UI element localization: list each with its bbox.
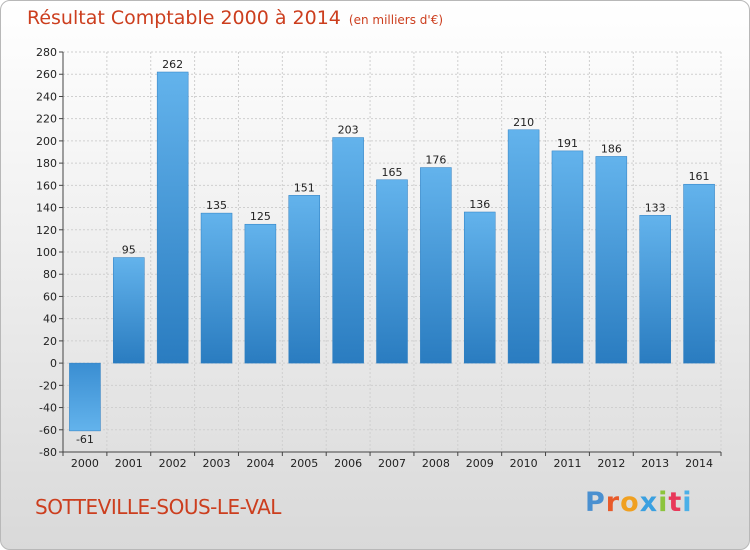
bar xyxy=(507,129,540,364)
y-tick-label: 40 xyxy=(43,313,57,326)
bar xyxy=(244,223,277,364)
x-tick-label: 2010 xyxy=(510,457,538,470)
chart-title-text: Résultat Comptable 2000 à 2014 xyxy=(27,7,341,29)
y-tick-label: 280 xyxy=(36,46,57,59)
y-tick-label: -40 xyxy=(39,402,57,415)
x-tick-label: 2004 xyxy=(246,457,274,470)
y-tick-label: 120 xyxy=(36,224,57,237)
logo-letter: o xyxy=(620,487,640,518)
x-tick-label: 2013 xyxy=(641,457,669,470)
data-label: 191 xyxy=(557,137,578,150)
data-label: 186 xyxy=(601,142,622,155)
bar xyxy=(551,150,584,364)
bar xyxy=(113,257,145,364)
y-tick-label: 180 xyxy=(36,157,57,170)
bar xyxy=(332,137,364,364)
y-tick-label: 60 xyxy=(43,290,57,303)
y-tick-label: 260 xyxy=(36,68,57,81)
data-label: 135 xyxy=(206,199,227,212)
x-tick-label: 2002 xyxy=(159,457,187,470)
y-tick-label: 220 xyxy=(36,113,57,126)
data-label: 262 xyxy=(162,58,183,71)
y-tick-label: 140 xyxy=(36,202,57,215)
axes: -80-60-40-200204060801001201401601802002… xyxy=(36,46,722,470)
logo-letter: P xyxy=(585,487,606,518)
data-label: 125 xyxy=(250,210,271,223)
logo-letter: t xyxy=(668,487,683,518)
data-labels: -61 95 262 135 125 151 203 165 176 136 210 191 186 13… xyxy=(76,58,710,446)
y-tick-label: 20 xyxy=(43,335,57,348)
data-label: 133 xyxy=(645,201,666,214)
x-tick-label: 2000 xyxy=(71,457,99,470)
y-tick-label: -20 xyxy=(39,379,57,392)
x-tick-label: 2003 xyxy=(203,457,231,470)
bar xyxy=(156,71,189,364)
y-tick-label: 240 xyxy=(36,90,57,103)
chart-title: Résultat Comptable 2000 à 2014 (en millie… xyxy=(27,7,443,29)
bar xyxy=(200,212,233,364)
y-tick-label: -60 xyxy=(39,424,57,437)
data-label: 176 xyxy=(425,154,446,167)
x-tick-label: 2008 xyxy=(422,457,450,470)
x-tick-label: 2009 xyxy=(466,457,494,470)
x-tick-label: 2012 xyxy=(597,457,625,470)
y-tick-label: 100 xyxy=(36,246,57,259)
chart-unit: (en milliers d'€) xyxy=(348,13,444,27)
data-label: 151 xyxy=(294,181,315,194)
x-tick-label: 2001 xyxy=(115,457,143,470)
y-tick-label: 0 xyxy=(50,357,57,370)
x-tick-label: 2014 xyxy=(685,457,713,470)
bar xyxy=(420,167,452,364)
y-tick-label: 160 xyxy=(36,179,57,192)
y-tick-label: -80 xyxy=(39,446,57,459)
y-tick-label: 200 xyxy=(36,135,57,148)
bar xyxy=(683,183,715,364)
x-tick-label: 2007 xyxy=(378,457,406,470)
data-label: 203 xyxy=(338,124,359,137)
proxiti-logo: Proxiti xyxy=(585,487,693,518)
bar xyxy=(69,362,101,432)
data-label: 136 xyxy=(469,198,490,211)
bar xyxy=(595,156,628,364)
data-label: -61 xyxy=(76,433,94,446)
bar xyxy=(639,215,671,364)
bars xyxy=(69,71,715,432)
bar xyxy=(463,211,496,364)
logo-letter: i xyxy=(682,487,693,518)
x-tick-label: 2006 xyxy=(334,457,362,470)
logo-letter: r xyxy=(605,487,621,518)
x-tick-label: 2011 xyxy=(553,457,581,470)
data-label: 165 xyxy=(382,166,403,179)
logo-letter: x xyxy=(639,487,659,518)
bar xyxy=(288,195,321,364)
y-tick-label: 80 xyxy=(43,268,57,281)
bar xyxy=(376,179,408,364)
data-label: 161 xyxy=(689,170,710,183)
logo-letter: i xyxy=(658,487,669,518)
data-label: 210 xyxy=(513,116,534,129)
data-label: 95 xyxy=(122,244,136,257)
x-tick-label: 2005 xyxy=(290,457,318,470)
city-name: SOTTEVILLE-SOUS-LE-VAL xyxy=(35,495,281,519)
